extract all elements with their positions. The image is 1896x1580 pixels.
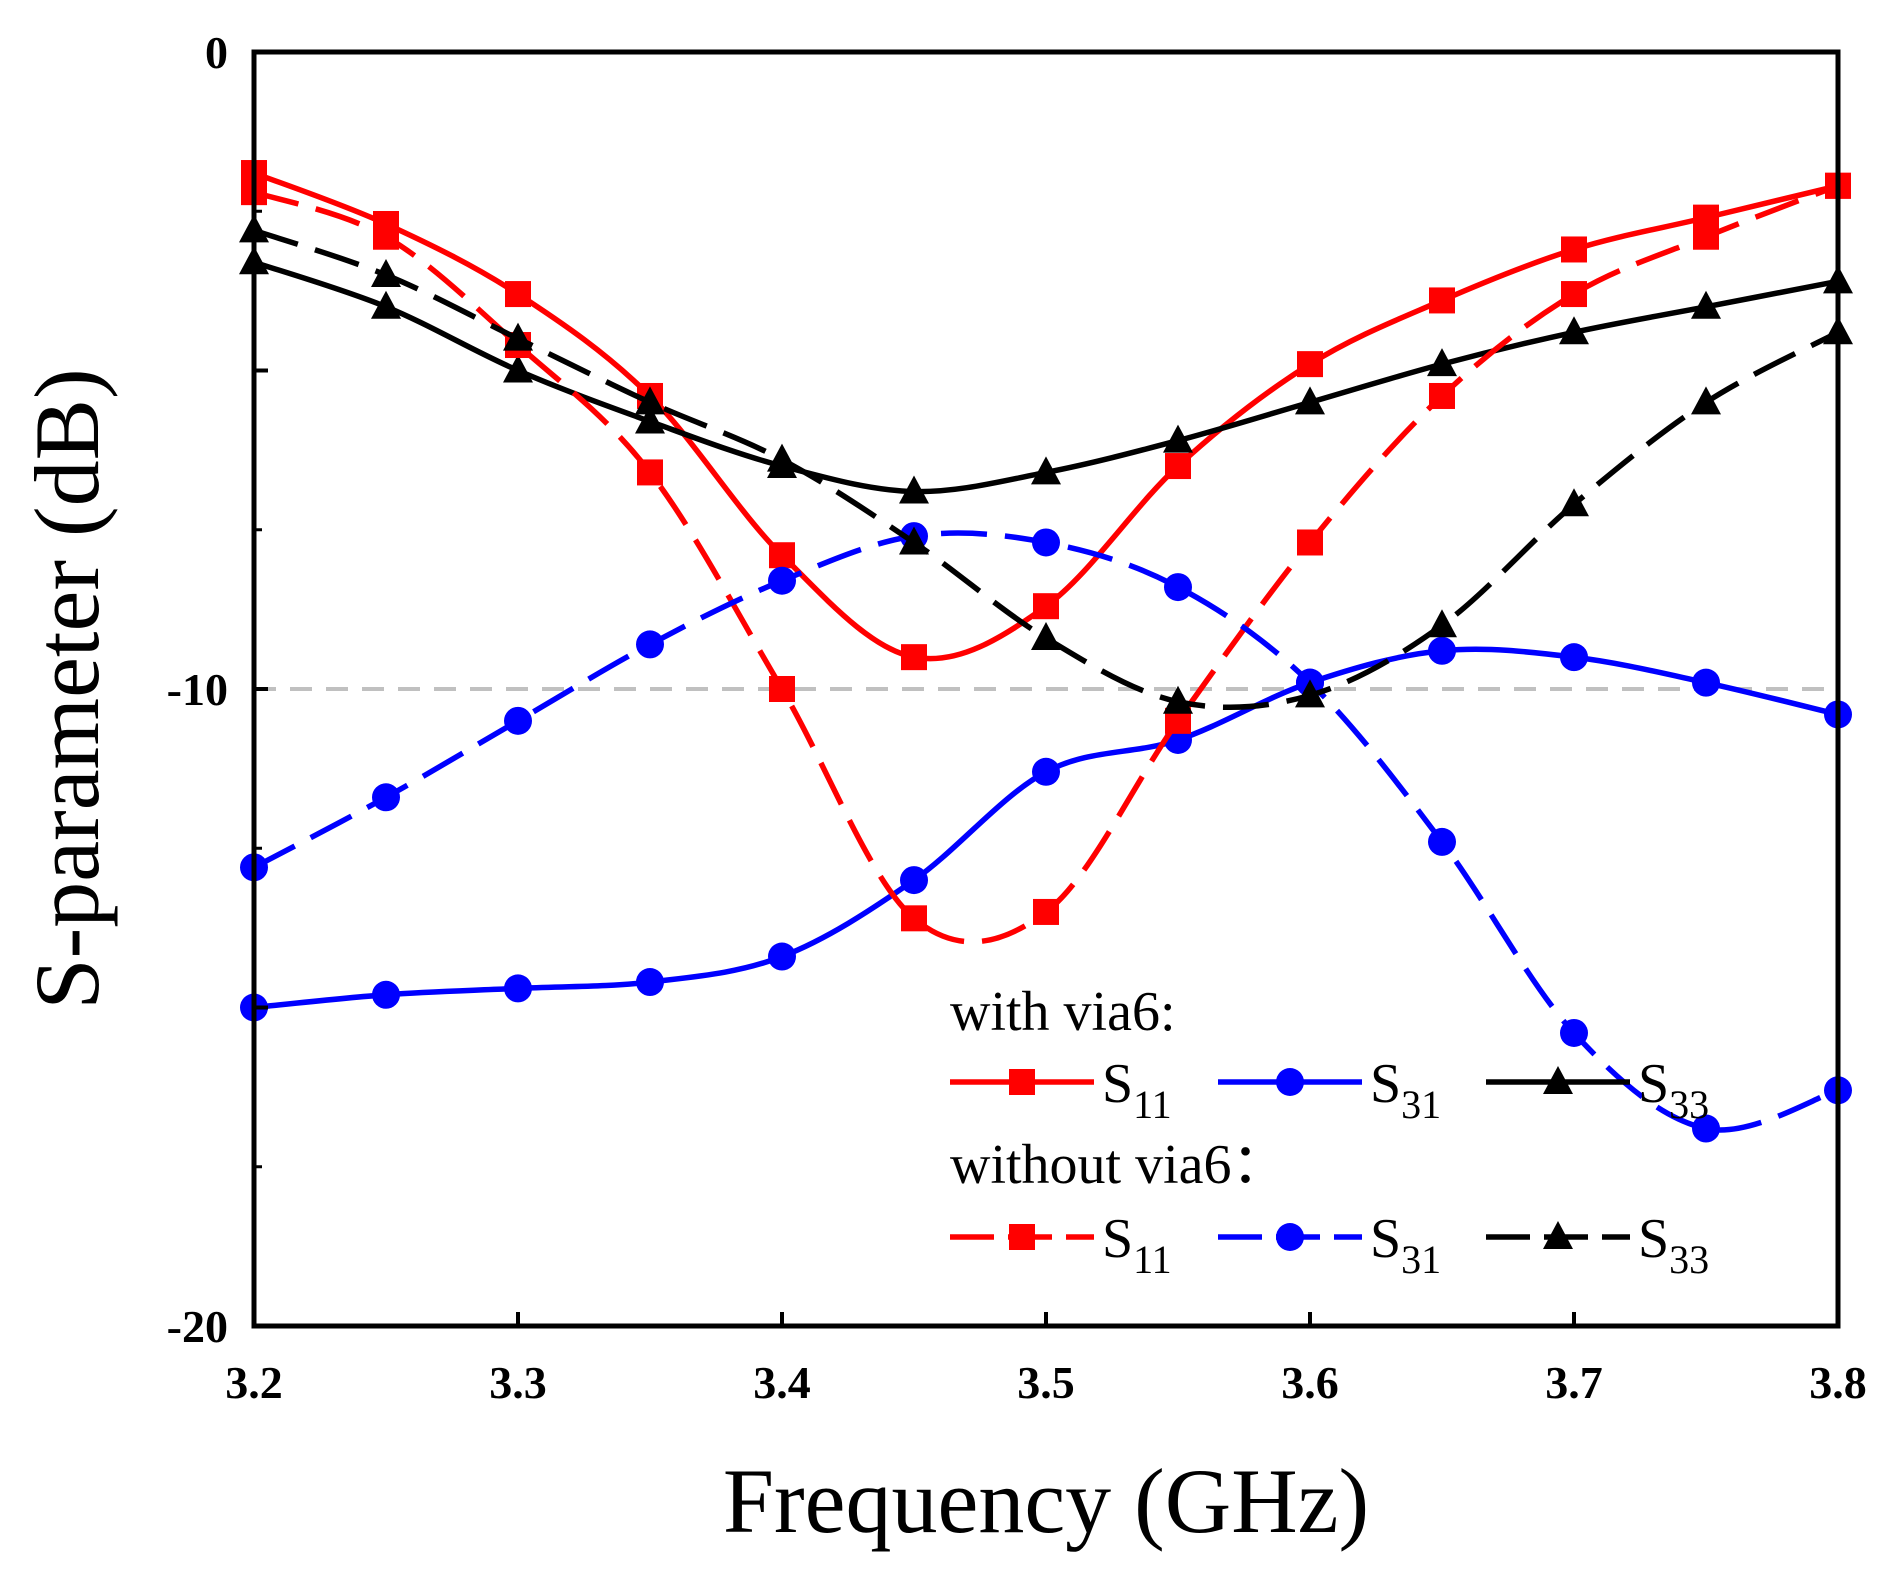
legend-marker-triangle [1543, 1066, 1573, 1094]
data-point-square [901, 644, 927, 671]
x-tick-label: 3.3 [489, 1357, 547, 1408]
data-point-circle [900, 866, 928, 895]
series-s33-with-via6- [239, 246, 1853, 504]
data-point-triangle [1691, 290, 1721, 319]
series-s31-without-via6- [240, 522, 1852, 1143]
legend-label: S31 [1370, 1053, 1441, 1127]
data-point-triangle [635, 405, 665, 434]
data-point-triangle [899, 526, 929, 555]
legend-label: S31 [1370, 1208, 1441, 1282]
data-point-triangle [503, 354, 533, 383]
data-point-square [769, 676, 795, 702]
legend-marker-circle [1276, 1223, 1304, 1251]
data-point-triangle [1295, 679, 1325, 708]
data-point-square [637, 459, 663, 486]
y-axis-title: S-parameter (dB) [16, 368, 118, 1009]
data-point-triangle [1031, 622, 1061, 651]
legend-group-with-title: with via6: [950, 981, 1176, 1043]
data-point-square [1033, 898, 1059, 925]
data-point-square [505, 281, 531, 308]
x-tick-label: 3.8 [1809, 1357, 1867, 1408]
data-point-square [769, 542, 795, 569]
x-axis-title: Frequency (GHz) [723, 1450, 1369, 1552]
data-point-circle [768, 566, 796, 595]
data-point-circle [1692, 1114, 1720, 1143]
y-tick-label: -20 [167, 1301, 228, 1352]
data-point-circle [1428, 636, 1456, 665]
x-tick-label: 3.6 [1281, 1357, 1339, 1408]
series-s11-with-via6- [241, 160, 1851, 671]
data-point-square [1033, 593, 1059, 620]
data-point-circle [1560, 1018, 1588, 1047]
data-point-circle [636, 630, 664, 659]
data-point-square [373, 223, 399, 250]
y-tick-label: 0 [205, 27, 228, 78]
legend-label: S33 [1638, 1208, 1709, 1282]
x-tick-label: 3.4 [753, 1357, 811, 1408]
data-point-circle [1428, 827, 1456, 856]
data-point-circle [372, 783, 400, 812]
data-point-square [1693, 223, 1719, 250]
data-point-triangle [1427, 348, 1457, 377]
data-point-triangle [1031, 456, 1061, 485]
data-point-circle [1164, 573, 1192, 602]
legend-marker-triangle [1543, 1221, 1573, 1249]
data-point-circle [372, 980, 400, 1009]
data-point-triangle [767, 443, 797, 472]
legend: with via6: without via6： S11 S31 S33 S11 S31… [950, 981, 1709, 1282]
x-tick-label: 3.2 [225, 1357, 283, 1408]
legend-label: S11 [1102, 1208, 1172, 1282]
data-point-triangle [1559, 488, 1589, 517]
legend-marker-square [1009, 1069, 1035, 1095]
data-point-triangle [1559, 316, 1589, 345]
data-point-circle [1032, 528, 1060, 557]
data-point-circle [504, 974, 532, 1003]
legend-label: S33 [1638, 1053, 1709, 1127]
x-tick-label: 3.5 [1017, 1357, 1075, 1408]
data-point-circle [636, 968, 664, 997]
data-point-triangle [371, 258, 401, 287]
data-point-triangle [899, 475, 929, 504]
legend-group-without-title: without via6： [950, 1134, 1288, 1196]
data-point-square [1429, 287, 1455, 314]
data-point-triangle [503, 322, 533, 351]
data-point-square [1297, 351, 1323, 378]
data-point-circle [1692, 668, 1720, 697]
y-tick-label: -10 [167, 664, 228, 715]
data-point-square [1165, 453, 1191, 480]
data-point-triangle [1163, 424, 1193, 453]
legend-marker-circle [1276, 1068, 1304, 1096]
data-point-square [1561, 281, 1587, 308]
data-point-triangle [1163, 685, 1193, 714]
data-point-triangle [1427, 609, 1457, 638]
legend-label: S11 [1102, 1053, 1172, 1127]
axis-ticks [252, 50, 1840, 1328]
data-point-circle [504, 706, 532, 735]
legend-marker-square [1009, 1224, 1035, 1250]
data-point-circle [1560, 643, 1588, 672]
data-point-square [1561, 236, 1587, 263]
data-point-square [1297, 529, 1323, 556]
data-point-square [1429, 382, 1455, 409]
data-point-square [901, 905, 927, 932]
axis-tick-labels: 3.2 3.3 3.4 3.5 3.6 3.7 3.8 0 -10 -20 [167, 27, 1867, 1408]
data-point-triangle [635, 386, 665, 415]
data-point-triangle [1691, 386, 1721, 415]
data-point-circle [768, 942, 796, 971]
data-point-triangle [371, 290, 401, 319]
x-tick-label: 3.7 [1545, 1357, 1603, 1408]
data-point-circle [1032, 757, 1060, 786]
data-point-triangle [1295, 386, 1325, 415]
